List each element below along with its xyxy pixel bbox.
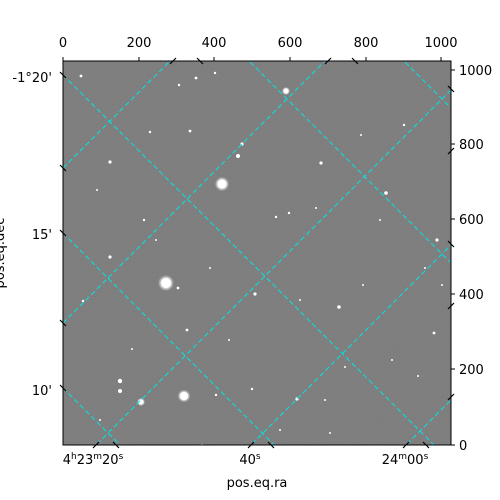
top-pixel-axis bbox=[62, 57, 442, 61]
sky-image bbox=[63, 56, 451, 445]
star bbox=[117, 378, 123, 384]
dec-tick-label: 10' bbox=[32, 384, 52, 399]
star bbox=[344, 366, 346, 368]
star bbox=[304, 56, 306, 58]
pixel-x-tick-label: 400 bbox=[202, 36, 227, 51]
star bbox=[441, 284, 443, 286]
star bbox=[384, 191, 388, 195]
grid-line bbox=[63, 387, 121, 445]
star bbox=[217, 179, 227, 189]
star bbox=[274, 215, 278, 219]
plot-frame bbox=[62, 60, 452, 446]
ra-tick-label: 24m00s bbox=[382, 452, 429, 468]
star bbox=[131, 348, 133, 350]
star bbox=[362, 284, 364, 286]
dec-tick-label: 15' bbox=[32, 228, 52, 243]
dec-tick-label: -1°20' bbox=[12, 71, 52, 86]
pixel-y-tick-label: 800 bbox=[459, 138, 484, 153]
grid-line bbox=[63, 61, 326, 324]
pixel-y-tick-label: 600 bbox=[459, 213, 484, 228]
star bbox=[319, 161, 323, 165]
star bbox=[337, 305, 341, 309]
star bbox=[81, 299, 85, 303]
star bbox=[279, 429, 281, 431]
star bbox=[108, 255, 112, 259]
grid-line bbox=[63, 232, 275, 445]
star bbox=[209, 267, 211, 269]
star bbox=[250, 387, 254, 391]
pixel-y-tick-label: 1000 bbox=[459, 64, 492, 79]
star bbox=[329, 432, 331, 434]
star bbox=[283, 88, 289, 94]
star bbox=[118, 389, 122, 393]
star bbox=[177, 83, 181, 87]
pixel-x-tick-label: 0 bbox=[59, 36, 67, 51]
star bbox=[299, 299, 301, 301]
star bbox=[379, 219, 381, 221]
star bbox=[176, 286, 180, 290]
grid-line bbox=[248, 61, 451, 263]
star bbox=[324, 399, 326, 401]
ra-tick-label: 4h23m20s bbox=[63, 452, 124, 468]
pixel-x-tick-label: 600 bbox=[278, 36, 303, 51]
y-axis-label: pos.eq.dec bbox=[0, 218, 8, 289]
pixel-y-tick-label: 0 bbox=[459, 439, 467, 454]
star bbox=[424, 267, 426, 269]
pixel-y-tick-label: 200 bbox=[459, 363, 484, 378]
star bbox=[236, 154, 240, 158]
star bbox=[432, 331, 436, 335]
star bbox=[214, 393, 218, 397]
star bbox=[360, 134, 362, 136]
star bbox=[96, 189, 98, 191]
pixel-x-tick-label: 200 bbox=[127, 36, 152, 51]
star bbox=[180, 392, 188, 400]
grid-line bbox=[95, 89, 451, 445]
star bbox=[161, 278, 171, 288]
right-pixel-axis bbox=[451, 69, 455, 446]
grid-line bbox=[63, 74, 435, 445]
pixel-y-tick-label: 400 bbox=[459, 288, 484, 303]
star bbox=[108, 160, 112, 164]
world-axis-ticks bbox=[59, 57, 455, 449]
star bbox=[99, 419, 101, 421]
star bbox=[155, 239, 157, 241]
star bbox=[213, 71, 217, 75]
x-axis-label: pos.eq.ra bbox=[227, 476, 288, 491]
star bbox=[194, 76, 198, 80]
star bbox=[315, 207, 317, 209]
ra-tick-label: 40s bbox=[239, 452, 261, 468]
star bbox=[148, 130, 152, 134]
star bbox=[287, 211, 291, 215]
pixel-x-tick-label: 800 bbox=[354, 36, 379, 51]
pixel-x-tick-label: 1000 bbox=[424, 36, 457, 51]
star bbox=[185, 328, 189, 332]
star bbox=[79, 74, 83, 78]
star bbox=[188, 129, 192, 133]
grid-line bbox=[63, 61, 171, 169]
star bbox=[402, 123, 406, 127]
star bbox=[228, 339, 230, 341]
star bbox=[142, 218, 146, 222]
star bbox=[391, 359, 393, 361]
star bbox=[417, 375, 419, 377]
star bbox=[253, 292, 257, 296]
star bbox=[435, 238, 439, 242]
grid-line bbox=[250, 244, 451, 445]
